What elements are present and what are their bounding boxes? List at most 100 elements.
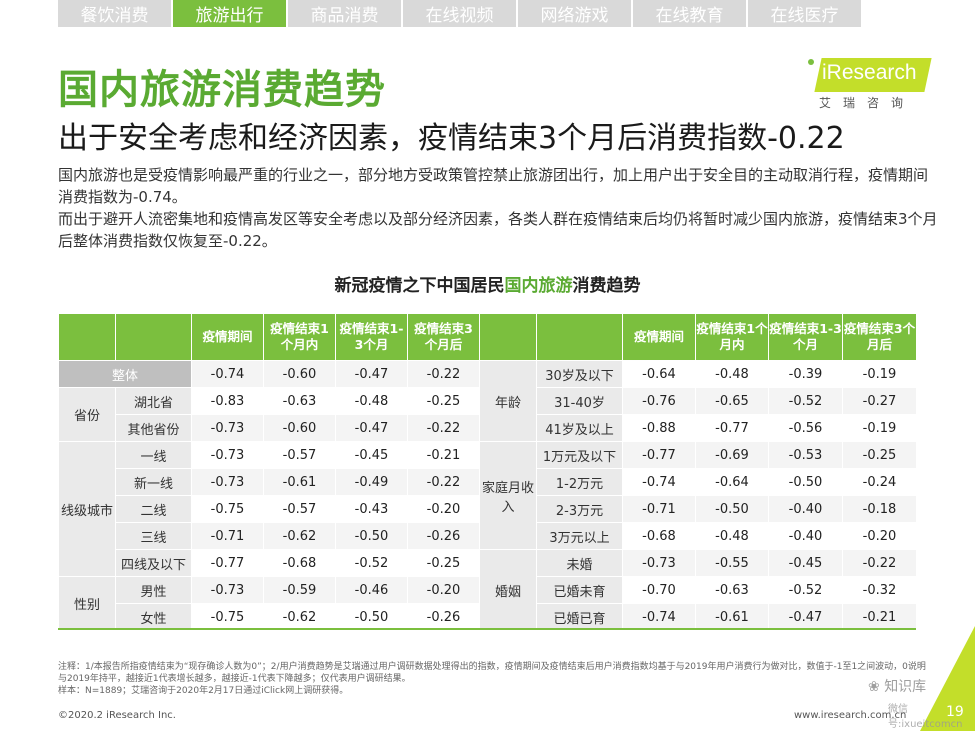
row-label: 30岁及以下	[536, 360, 623, 388]
cell: -0.20	[407, 576, 480, 604]
tab-online-video[interactable]: 在线视频	[403, 0, 516, 27]
cell: -0.26	[407, 603, 480, 631]
cell: -0.73	[191, 576, 264, 604]
table-header-row: 疫情期间 疫情结束1个月内 疫情结束1-3个月 疫情结束3个月后 疫情期间 疫情…	[58, 313, 917, 361]
cell: -0.49	[335, 468, 408, 496]
table-row: 线级城市 一线 -0.73 -0.57 -0.45 -0.21 家庭月收入 1万…	[58, 441, 917, 577]
cell: -0.19	[842, 360, 917, 388]
group-label-province: 省份	[58, 387, 116, 442]
logo-subtitle: 艾瑞咨询	[818, 96, 915, 110]
cell: -0.45	[768, 549, 843, 577]
corner-decoration	[920, 626, 975, 731]
cell: -0.47	[768, 603, 843, 631]
cell: -0.50	[768, 468, 843, 496]
cell: -0.20	[842, 522, 917, 550]
row-label-whole: 整体	[58, 360, 192, 388]
group-label-city-tier: 线级城市	[58, 441, 116, 577]
table-title-prefix: 新冠疫情之下中国居民	[334, 276, 505, 296]
page-title: 国内旅游消费趋势	[58, 67, 386, 113]
cell: -0.25	[407, 549, 480, 577]
group-label-income: 家庭月收入	[479, 441, 537, 550]
table-row: 二线 -0.75 -0.57 -0.43 -0.20 2-3万元 -0.71 -…	[59, 495, 917, 523]
table-row: 新一线 -0.73 -0.61 -0.49 -0.22 1-2万元 -0.74 …	[59, 468, 917, 496]
cell: -0.25	[407, 387, 480, 415]
cell: -0.48	[695, 360, 769, 388]
cell: -0.68	[622, 522, 696, 550]
cell: -0.77	[622, 441, 696, 469]
cell: -0.53	[768, 441, 843, 469]
table-row: 其他省份 -0.73 -0.60 -0.47 -0.22 41岁及以上 -0.8…	[59, 414, 917, 442]
cell: -0.76	[622, 387, 696, 415]
tab-online-games[interactable]: 网络游戏	[518, 0, 631, 27]
cell: -0.48	[335, 387, 408, 415]
website-link[interactable]: www.iresearch.com.cn	[794, 710, 907, 721]
description: 国内旅游也是受疫情影响最严重的行业之一，部分地方受政策管控禁止旅游团出行，加上用…	[58, 164, 938, 252]
cell: -0.52	[335, 549, 408, 577]
description-paragraph-2: 而出于避开人流密集地和疫情高发区等安全考虑以及部分经济因素，各类人群在疫情结束后…	[58, 210, 938, 250]
row-label: 未婚	[536, 549, 623, 577]
cell: -0.64	[622, 360, 696, 388]
cell: -0.73	[191, 468, 264, 496]
logo-brand: iResearch	[822, 61, 917, 84]
row-label: 湖北省	[115, 387, 192, 415]
cell: -0.83	[191, 387, 264, 415]
row-label: 1万元及以下	[536, 441, 623, 469]
row-label: 三线	[115, 522, 192, 550]
tab-online-education[interactable]: 在线教育	[633, 0, 746, 27]
cell: -0.22	[407, 360, 480, 388]
cell: -0.21	[842, 603, 917, 631]
watermark-id: 微信号:ixueitcomcn	[888, 704, 963, 730]
row-label: 31-40岁	[536, 387, 623, 415]
page-subtitle: 出于安全考虑和经济因素，疫情结束3个月后消费指数-0.22	[58, 121, 845, 156]
cell: -0.50	[335, 522, 408, 550]
cell: -0.25	[842, 441, 917, 469]
header-blank	[479, 313, 537, 361]
cell: -0.70	[622, 576, 696, 604]
cell: -0.52	[768, 576, 843, 604]
cell: -0.68	[263, 549, 336, 577]
cell: -0.59	[263, 576, 336, 604]
cell: -0.75	[191, 603, 264, 631]
header-blank	[536, 313, 623, 361]
tab-online-medical[interactable]: 在线医疗	[748, 0, 861, 27]
group-label-marriage: 婚姻	[479, 549, 537, 631]
cell: -0.74	[191, 360, 264, 388]
description-paragraph-1: 国内旅游也是受疫情影响最严重的行业之一，部分地方受政策管控禁止旅游团出行，加上用…	[58, 166, 929, 206]
tab-travel[interactable]: 旅游出行	[173, 0, 286, 27]
cell: -0.50	[695, 495, 769, 523]
header-during: 疫情期间	[191, 313, 264, 361]
cell: -0.65	[695, 387, 769, 415]
table-title-highlight: 国内旅游	[504, 276, 573, 296]
tab-dining[interactable]: 餐饮消费	[58, 0, 171, 27]
cell: -0.18	[842, 495, 917, 523]
wechat-icon: ❀	[868, 679, 885, 695]
group-label-gender: 性别	[58, 576, 116, 631]
cell: -0.60	[263, 360, 336, 388]
cell: -0.20	[407, 495, 480, 523]
header-after-3-months: 疫情结束3个月后	[842, 313, 917, 361]
watermark-title: 知识库	[884, 679, 927, 695]
table-bottom-rule	[58, 628, 916, 630]
cell: -0.73	[191, 441, 264, 469]
cell: -0.27	[842, 387, 917, 415]
row-label: 已婚未育	[536, 576, 623, 604]
table-row: 四线及以下 -0.77 -0.68 -0.52 -0.25 婚姻 未婚 -0.7…	[59, 549, 917, 631]
cell: -0.40	[768, 495, 843, 523]
cell: -0.52	[768, 387, 843, 415]
cell: -0.63	[695, 576, 769, 604]
cell: -0.62	[263, 603, 336, 631]
group-label-age: 年龄	[479, 360, 537, 442]
cell: -0.46	[335, 576, 408, 604]
cell: -0.74	[622, 603, 696, 631]
row-label: 四线及以下	[115, 549, 192, 577]
cell: -0.47	[335, 414, 408, 442]
row-label: 3万元以上	[536, 522, 623, 550]
cell: -0.61	[263, 468, 336, 496]
cell: -0.73	[191, 414, 264, 442]
row-label: 1-2万元	[536, 468, 623, 496]
tab-goods[interactable]: 商品消费	[288, 0, 401, 27]
row-label: 二线	[115, 495, 192, 523]
cell: -0.50	[335, 603, 408, 631]
cell: -0.39	[768, 360, 843, 388]
header-during: 疫情期间	[622, 313, 696, 361]
